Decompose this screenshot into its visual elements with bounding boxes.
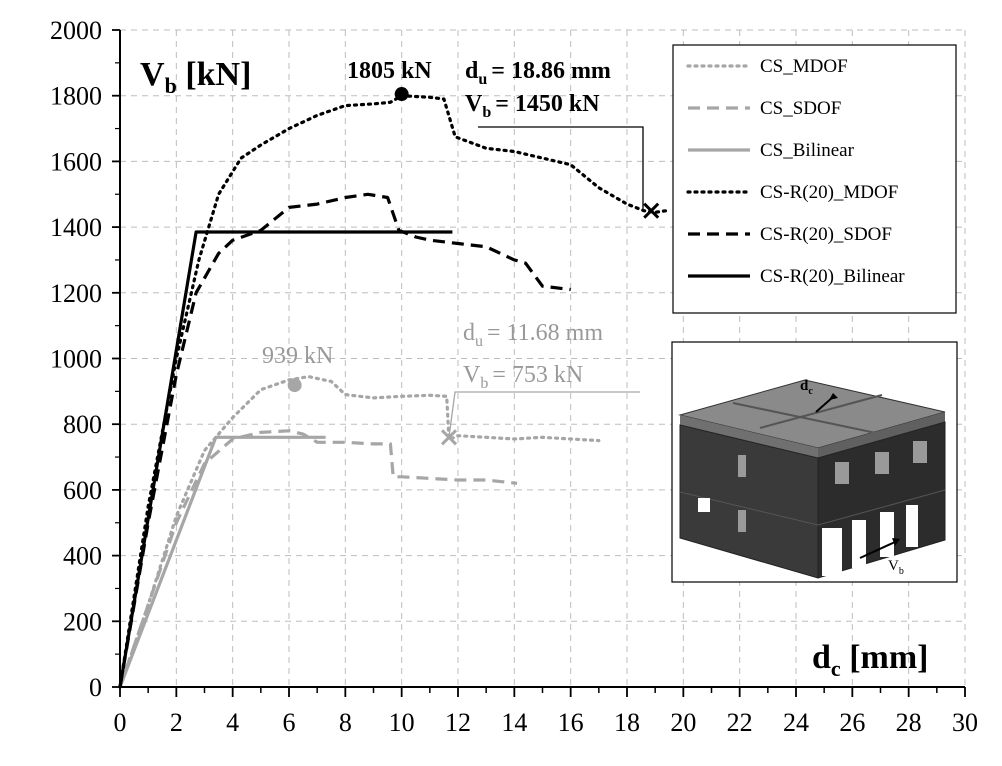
x-tick-label: 24 — [783, 708, 809, 737]
series-cs-bilinear — [118, 435, 326, 688]
legend-label: CS_Bilinear — [760, 140, 855, 161]
inset-vb-arrowhead — [892, 538, 900, 546]
x-tick-label: 28 — [896, 708, 922, 737]
x-tick-label: 8 — [339, 708, 352, 737]
y-tick-label: 1400 — [50, 213, 102, 242]
inset-vb-label: Vb — [888, 558, 904, 577]
x-tick-label: 6 — [283, 708, 296, 737]
inset-window — [835, 462, 849, 484]
x-tick-label: 22 — [727, 708, 753, 737]
x-tick-label: 14 — [501, 708, 527, 737]
annot-gray-du: du = 11.68 mm — [463, 320, 603, 350]
tick-layer: 0 2 4 6 8 10 12 14 16 18 20 22 24 26 28 300200400600800… — [50, 16, 978, 737]
y-tick-label: 600 — [63, 476, 102, 505]
inset-vb-arrow — [859, 541, 896, 559]
building-inset: dc Vb — [671, 341, 958, 583]
inset-door — [852, 520, 866, 568]
x-tick-label: 0 — [114, 708, 127, 737]
inset-parapet — [680, 415, 818, 458]
x-tick-label: 30 — [952, 708, 978, 737]
legend-label: CS_MDOF — [760, 56, 848, 77]
ultimate-marker — [440, 429, 458, 446]
x-tick-label: 10 — [389, 708, 415, 737]
legend-label: CS-R(20)_Bilinear — [760, 266, 905, 287]
x-tick-label: 20 — [670, 708, 696, 737]
inset-window — [698, 498, 710, 512]
inset-door — [906, 505, 918, 547]
x-tick-label: 18 — [614, 708, 640, 737]
legend-label: CS_SDOF — [760, 98, 841, 119]
y-tick-label: 400 — [63, 542, 102, 571]
inset-dc-arrowhead — [829, 393, 838, 400]
inset-door — [880, 512, 894, 557]
legend: CS_MDOF CS_SDOF CS_Bilinear CS-R(20)_MDOF CS… — [672, 44, 957, 314]
y-tick-label: 0 — [89, 673, 102, 702]
inset-floor-line-right — [817, 489, 946, 526]
annot-black-vb: Vb = 1450 kN — [465, 91, 600, 121]
y-tick-label: 200 — [63, 607, 102, 636]
inset-roof-seam — [732, 402, 877, 434]
y-tick-label: 1200 — [50, 279, 102, 308]
legend-label: CS-R(20)_SDOF — [760, 224, 892, 245]
inset-parapet-right — [818, 412, 945, 458]
inset-roof-seam-3 — [844, 397, 871, 406]
inset-window — [738, 510, 746, 532]
inset-window — [913, 441, 927, 463]
legend-box — [672, 44, 957, 314]
series-cs-sdof — [118, 429, 518, 688]
y-tick-label: 2000 — [50, 16, 102, 45]
y-axis-title: Vb [kN] — [140, 56, 251, 98]
series-cs-r-20-sdof — [118, 192, 571, 688]
inset-floor-line-left — [679, 491, 819, 526]
peak-marker — [394, 87, 409, 102]
series-layer — [118, 94, 669, 689]
y-tick-label: 1800 — [50, 82, 102, 111]
ultimate-marker — [643, 202, 660, 219]
x-tick-label: 12 — [445, 708, 471, 737]
x-tick-label: 2 — [170, 708, 183, 737]
y-tick-label: 1600 — [50, 147, 102, 176]
inset-window — [738, 455, 746, 477]
annot-gray-leader — [448, 391, 640, 438]
legend-label: CS-R(20)_MDOF — [760, 182, 898, 203]
marker-layer — [287, 87, 660, 446]
series-cs-r-20-bilinear — [118, 230, 453, 688]
peak-label-gray: 939 kN — [262, 343, 333, 369]
inset-window — [875, 452, 889, 474]
y-tick-label: 800 — [63, 410, 102, 439]
peak-marker — [287, 378, 302, 393]
peak-label-black: 1805 kN — [347, 58, 432, 84]
inset-dc-label: dc — [800, 378, 813, 397]
x-tick-label: 16 — [558, 708, 584, 737]
x-tick-label: 26 — [839, 708, 865, 737]
inset-door — [822, 528, 842, 576]
annot-gray-vb: Vb = 753 kN — [463, 362, 583, 392]
x-tick-label: 4 — [226, 708, 239, 737]
annot-black-du: du = 18.86 mm — [465, 58, 611, 88]
y-tick-label: 1000 — [50, 345, 102, 374]
annot-black-leader — [478, 126, 644, 210]
x-axis-title: dc [mm] — [812, 639, 928, 681]
